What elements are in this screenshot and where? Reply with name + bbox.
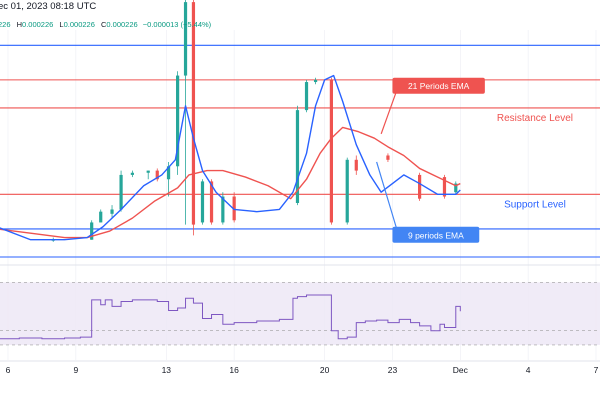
candle-6	[130, 170, 134, 178]
level-label-1: Resistance Level	[497, 113, 573, 124]
chart-header: ec 01, 2023 08:18 UTC	[0, 1, 96, 12]
candle-body	[329, 79, 333, 223]
callout-box-0	[392, 77, 485, 94]
x-tick-label-4: 20	[320, 365, 330, 375]
rsi-panel	[0, 282, 600, 346]
ohlc-close-value: 0.000226	[106, 20, 137, 29]
candle-body	[304, 82, 309, 111]
callout-box-3	[392, 226, 480, 243]
x-tick-label-0: 6	[6, 365, 11, 375]
candle-16	[232, 192, 236, 223]
candle-body	[386, 155, 390, 160]
ema21-line	[0, 126, 461, 239]
candle-24	[418, 172, 422, 201]
ohlc-high-label: H	[17, 20, 22, 29]
candle-body	[313, 79, 318, 83]
candle-body	[418, 174, 422, 199]
candle-3	[99, 209, 103, 223]
candle-body	[200, 181, 205, 223]
callout-label-0: 21 Periods EMA	[408, 81, 470, 91]
x-tick-label-5: 23	[388, 365, 398, 375]
candle-22	[354, 155, 358, 175]
candle-23	[386, 153, 390, 162]
candle-10	[176, 71, 180, 175]
candle-body	[454, 183, 458, 193]
candle-body	[110, 209, 114, 214]
ohlc-open-value: 226	[0, 20, 11, 29]
rsi-line	[0, 294, 461, 340]
candle-body	[90, 222, 94, 240]
candle-25	[442, 174, 447, 199]
candle-body	[221, 196, 225, 223]
ohlc-low-value: 0.000226	[64, 20, 95, 29]
horizontal-levels	[0, 44, 600, 258]
candle-body	[354, 159, 358, 171]
header-date: ec 01, 2023 08:18 UTC	[0, 1, 96, 12]
candle-body	[345, 159, 349, 223]
candle-body	[183, 2, 188, 76]
x-tick-label-1: 9	[73, 365, 78, 375]
candle-body	[146, 170, 150, 173]
candle-4	[110, 205, 114, 219]
candle-body	[295, 110, 300, 203]
candle-20	[329, 77, 333, 225]
ohlc-change-value: −0.000013 (−5.44%)	[143, 20, 212, 29]
ohlc-readout: 226 H0.000226 L0.000226 C0.000226 −0.000…	[0, 20, 212, 29]
x-axis: 6 9 13 16 20 23 Dec 4 7	[6, 365, 599, 375]
candle-body	[130, 172, 134, 175]
candle-7	[146, 170, 150, 180]
candle-14	[209, 179, 214, 225]
candle-21	[345, 157, 349, 225]
candle-body	[442, 177, 447, 197]
candle-15	[221, 192, 225, 225]
x-tick-label-2: 13	[162, 365, 172, 375]
candle-11	[183, 0, 188, 225]
candle-18	[304, 79, 309, 113]
candle-26	[454, 181, 458, 195]
candle-body	[155, 170, 159, 180]
x-tick-label-7: 4	[526, 365, 531, 375]
rsi-band	[0, 282, 600, 345]
annotations: 21 Periods EMA Resistance Level Support Le…	[376, 77, 573, 243]
x-tick-label-6: Dec	[453, 365, 469, 375]
ema9-line	[0, 74, 461, 241]
candle-body	[232, 196, 236, 221]
callout-label-3: 9 periods EMA	[408, 230, 464, 240]
ohlc-high-value: 0.000226	[22, 20, 53, 29]
candle-body	[166, 166, 171, 180]
ohlc-low-label: L	[59, 20, 63, 29]
candle-19	[313, 77, 318, 85]
candle-body	[209, 181, 214, 223]
candle-17	[295, 105, 300, 206]
x-tick-label-3: 16	[229, 365, 239, 375]
candle-5	[119, 170, 123, 212]
candle-body	[191, 2, 196, 225]
level-label-2: Support Level	[504, 199, 566, 210]
candle-body	[119, 174, 123, 210]
ema-lines	[0, 74, 461, 241]
callout-pointer-3	[376, 161, 400, 235]
candle-body	[99, 211, 103, 223]
candles	[51, 0, 458, 242]
candle-body	[176, 75, 180, 167]
callout-pointer-0	[380, 85, 400, 135]
candle-12	[191, 0, 196, 236]
ohlc-close-label: C	[101, 20, 107, 29]
candle-13	[200, 179, 205, 225]
candle-8	[155, 168, 159, 182]
x-tick-label-8: 7	[594, 365, 599, 375]
